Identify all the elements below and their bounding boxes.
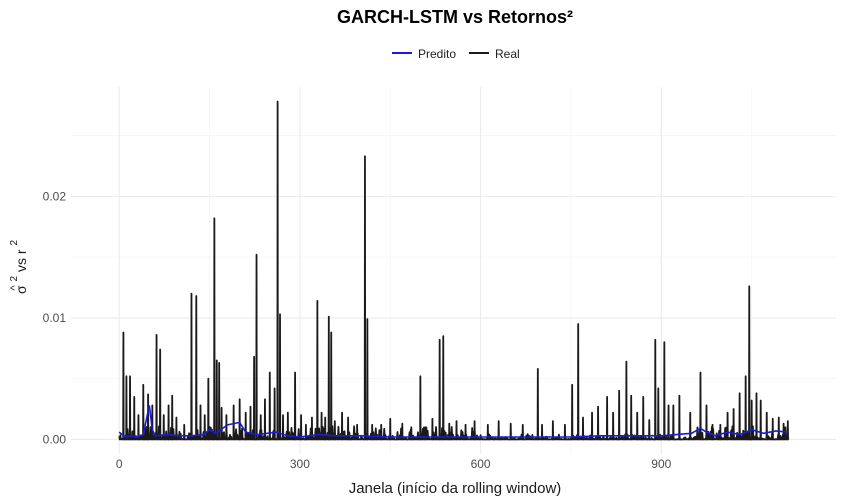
y-tick-label: 0.00 [43, 432, 67, 446]
legend: Predito Real [392, 47, 520, 61]
y-label-r: r [13, 249, 29, 254]
chart-title: GARCH-LSTM vs Retornos² [337, 7, 573, 27]
y-label-vs: vs [13, 254, 29, 272]
y-tick-label: 0.02 [43, 189, 67, 203]
y-axis: 0.00 0.01 0.02 [43, 189, 67, 446]
plot-area [71, 87, 836, 454]
y-label-hat: ^ [9, 285, 21, 291]
grid [71, 87, 836, 454]
series-real [118, 100, 790, 441]
y-label-sigma-exp: 2 [9, 275, 20, 281]
y-axis-label: σ ^ 2 vs r 2 [4, 240, 29, 295]
y-tick-label: 0.01 [43, 311, 67, 325]
svg-text:σ ^ 2 vs: σ ^ 2 vs r 2 [4, 240, 29, 295]
x-axis-label: Janela (início da rolling window) [349, 480, 562, 497]
y-label-r-exp: 2 [9, 240, 20, 246]
y-label-sigma: σ [13, 285, 29, 294]
x-tick-label: 900 [651, 457, 671, 471]
x-tick-label: 600 [471, 457, 491, 471]
x-axis: 0 300 600 900 [116, 457, 672, 471]
x-tick-label: 0 [116, 457, 123, 471]
series-real-line [118, 100, 790, 441]
series-predito [118, 405, 788, 438]
x-tick-label: 300 [290, 457, 310, 471]
legend-label-predito: Predito [418, 47, 456, 61]
legend-label-real: Real [495, 47, 520, 61]
